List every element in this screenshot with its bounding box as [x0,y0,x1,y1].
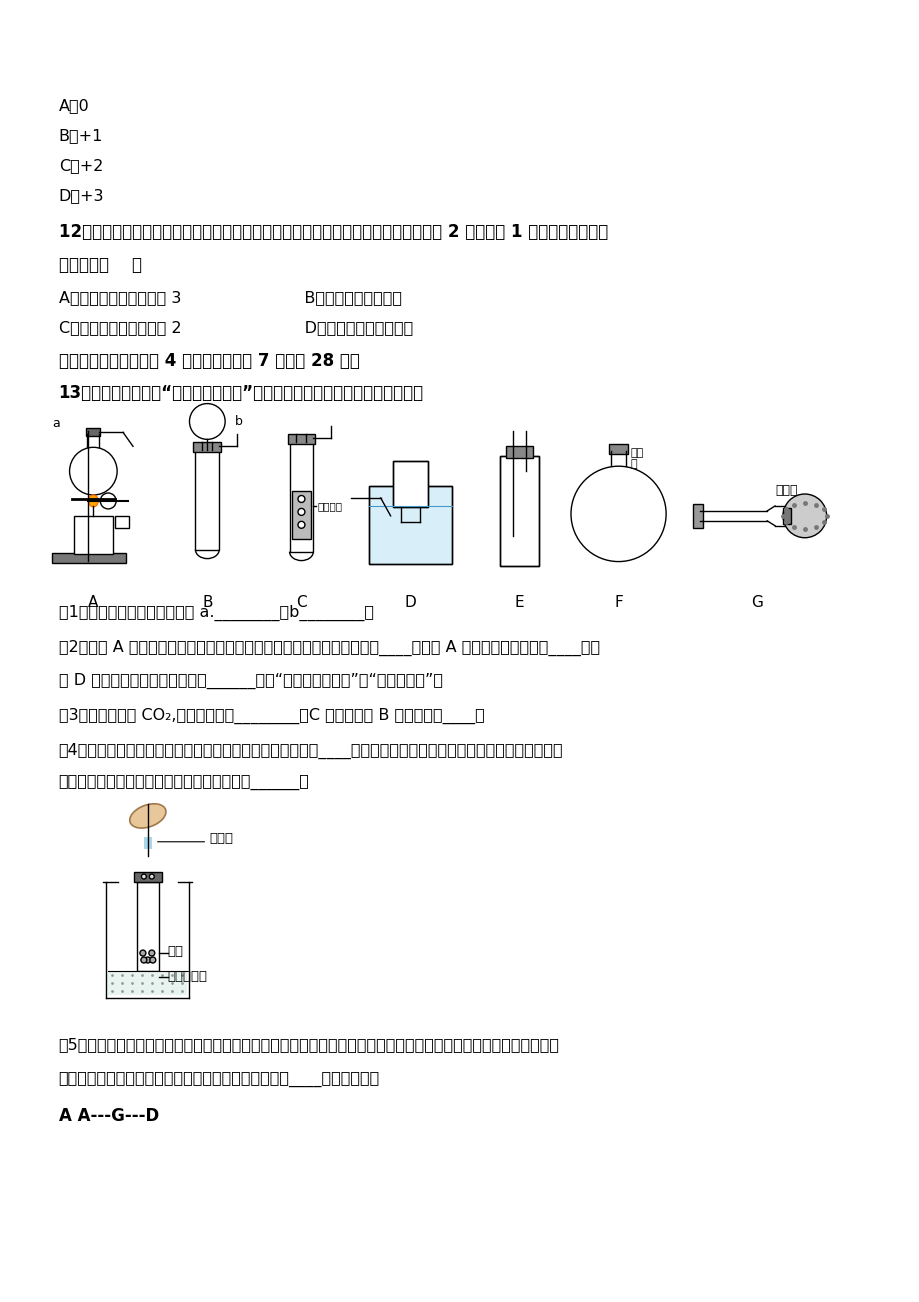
Text: 稀硫酸: 稀硫酸 [209,832,233,845]
Circle shape [141,957,147,963]
Circle shape [298,508,304,516]
Bar [392,461,428,506]
Text: 棉花
团: 棉花 团 [630,448,643,469]
Bar [134,871,162,881]
Text: 饱和石灰水: 饱和石灰水 [167,970,208,983]
Bar [199,444,215,450]
Bar [499,456,539,565]
Ellipse shape [88,495,98,506]
Text: b: b [234,414,243,427]
Circle shape [149,950,154,956]
Text: A．该原子的核电荷数为 3                        B．该原子属于氢元素: A．该原子的核电荷数为 3 B．该原子属于氢元素 [59,290,402,306]
Bar [193,443,221,452]
Bar [505,447,533,458]
Text: C．该原子的电子总数为 2                        D．该原子不能构成分子: C．该原子的电子总数为 2 D．该原子不能构成分子 [59,320,413,335]
Circle shape [150,957,155,963]
Circle shape [782,493,826,538]
Text: C．+2: C．+2 [59,158,103,173]
Text: B．+1: B．+1 [59,129,103,143]
Bar [608,444,628,454]
Circle shape [142,874,146,879]
Text: 12．核能的合理利用一直是国际关注热点。已知某种核原料的原子，其原子核内含有 2 个中子和 1 个质子。下列说法: 12．核能的合理利用一直是国际关注热点。已知某种核原料的原子，其原子核内含有 2… [59,223,607,241]
Circle shape [571,466,665,561]
Text: a: a [51,417,60,430]
Bar [369,486,451,564]
Text: C: C [296,595,306,611]
Text: 生石灰: 生石灰 [775,484,798,497]
Text: A A---G---D: A A---G---D [59,1107,159,1125]
Bar [782,508,790,523]
Circle shape [149,874,154,879]
Text: 正确的是（    ）: 正确的是（ ） [59,255,142,273]
Bar [291,491,311,539]
Bar [289,443,313,552]
Text: （3）实验室制取 CO₂,化学方程式为________，C 装置相对于 B 装置的优点____。: （3）实验室制取 CO₂,化学方程式为________，C 装置相对于 B 装置… [59,707,484,724]
Text: A: A [88,595,98,611]
Text: D．+3: D．+3 [59,187,104,203]
Bar [392,461,428,506]
Bar [74,516,113,553]
Text: 二、填空题（本题包括 4 个小题，每小题 7 分，共 28 分）: 二、填空题（本题包括 4 个小题，每小题 7 分，共 28 分） [59,352,359,370]
Bar [51,552,126,562]
Bar [288,435,315,444]
Text: （4）实验室可以锤粒和稀硫酸制取氢气，请写出化学方程式____。某同学将锤粒和稀硫酸的试管浸入饱和的澄清石: （4）实验室可以锤粒和稀硫酸制取氢气，请写出化学方程式____。某同学将锤粒和稀… [59,742,562,759]
Text: 用 D 收集氧气，反应结束时应先______（填“将导管移出水面”或“息灭酒精灯”。: 用 D 收集氧气，反应结束时应先______（填“将导管移出水面”或“息灭酒精灯… [59,673,442,689]
Bar [195,450,219,549]
Text: （1）写出图中所标仪器的名称 a.________；b________。: （1）写出图中所标仪器的名称 a.________；b________。 [59,605,373,621]
Bar [369,486,451,564]
Text: 锌粒: 锌粒 [167,944,184,957]
Bar [86,428,100,436]
Text: B: B [202,595,212,611]
Circle shape [189,404,225,439]
Bar [143,837,152,849]
Circle shape [298,521,304,529]
Text: F: F [614,595,622,611]
Bar [115,516,129,527]
Text: 13．某学习小组围绕“实验室制取气体”进行探究，请你参与完成下面的问题。: 13．某学习小组围绕“实验室制取气体”进行探究，请你参与完成下面的问题。 [59,384,424,402]
Bar [692,504,702,527]
Text: D: D [404,595,416,611]
Text: A．0: A．0 [59,99,89,113]
Circle shape [144,957,151,963]
Bar [137,881,159,971]
Circle shape [140,950,146,956]
Text: 水。实验室制取并收集干燥氨气，应选用的装置顺序为____（填字母）。: 水。实验室制取并收集干燥氨气，应选用的装置顺序为____（填字母）。 [59,1073,380,1087]
Circle shape [70,448,117,495]
Ellipse shape [130,803,165,828]
Bar [108,971,187,995]
Text: （5）实验室用加热氯化铵和熟石灰两种固体的混合物来制取氨气。氨气是一种无色、有刺激性气味的气体，极易溶于: （5）实验室用加热氯化铵和熟石灰两种固体的混合物来制取氨气。氨气是一种无色、有刺… [59,1038,559,1052]
Circle shape [100,493,116,509]
Bar [499,456,539,565]
Text: （2）若用 A 装置制氧气，药品为紫黑色固体，则发生反应的化学方程式____，此时 A 装置还需要改进的是____。若: （2）若用 A 装置制氧气，药品为紫黑色固体，则发生反应的化学方程式____，此… [59,641,599,656]
Text: G: G [751,595,763,611]
Circle shape [298,496,304,503]
Text: 灰水中，出现如图所示的现象，可得出的结论______。: 灰水中，出现如图所示的现象，可得出的结论______。 [59,775,309,790]
Text: E: E [514,595,524,611]
Text: 多孔隔板: 多孔隔板 [317,501,342,510]
